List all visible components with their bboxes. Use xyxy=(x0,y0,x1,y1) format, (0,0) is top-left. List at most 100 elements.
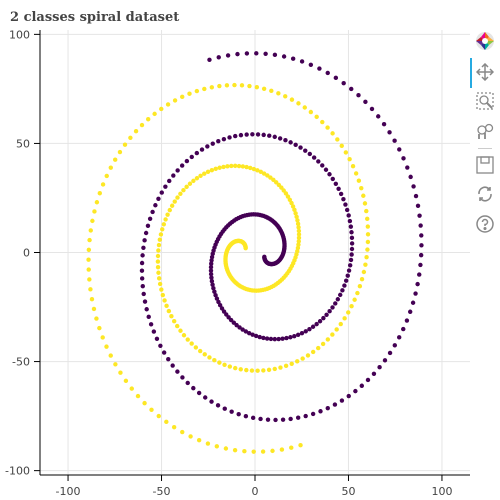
scatter-point xyxy=(210,282,215,287)
scatter-point xyxy=(343,150,349,155)
scatter-point xyxy=(163,217,168,222)
scatter-point xyxy=(181,188,186,193)
scatter-point xyxy=(314,321,319,327)
scatter-point xyxy=(239,83,245,88)
scatter-point xyxy=(362,201,368,206)
scatter-point xyxy=(405,165,410,170)
scatter-point xyxy=(324,312,329,317)
scatter-point xyxy=(418,262,423,268)
scatter-point xyxy=(175,369,180,374)
scatter-point xyxy=(387,350,393,356)
scatter-point xyxy=(155,253,161,259)
scatter-point xyxy=(353,171,359,176)
box-zoom-icon[interactable] xyxy=(474,90,496,112)
scatter-point xyxy=(104,173,109,179)
scatter-point xyxy=(325,70,330,76)
scatter-point xyxy=(158,232,164,237)
scatter-point xyxy=(139,260,145,266)
scatter-point xyxy=(205,169,211,175)
save-icon[interactable] xyxy=(474,154,496,176)
scatter-point xyxy=(335,297,341,302)
scatter-point xyxy=(346,310,351,315)
scatter-point xyxy=(325,405,330,411)
scatter-point xyxy=(92,209,97,214)
scatter-point xyxy=(227,135,232,140)
scatter-point xyxy=(157,281,163,287)
scatter-point xyxy=(141,245,146,251)
scatter-point xyxy=(363,99,368,105)
scatter-point xyxy=(162,298,167,303)
scatter-point xyxy=(167,178,172,184)
scatter-point xyxy=(180,94,185,100)
scatter-point xyxy=(320,119,325,125)
scatter-point xyxy=(232,82,237,88)
scatter-point xyxy=(419,233,424,238)
scatter-point xyxy=(214,444,220,449)
pan-icon[interactable] xyxy=(474,61,496,83)
scatter-point xyxy=(156,242,162,248)
scatter-point xyxy=(142,238,147,243)
scatter-point xyxy=(284,335,289,341)
scatter-point xyxy=(169,203,175,208)
scatter-point xyxy=(161,222,167,227)
scatter-point xyxy=(268,175,273,180)
scatter-point xyxy=(156,276,162,281)
reset-icon[interactable] xyxy=(474,183,496,205)
scatter-point xyxy=(189,154,194,160)
scatter-point xyxy=(117,149,123,155)
scatter-point xyxy=(215,403,221,408)
scatter-point xyxy=(316,159,321,164)
scatter-point xyxy=(193,345,199,350)
scatter-point xyxy=(289,445,294,450)
scatter-point xyxy=(411,184,416,189)
scatter-point xyxy=(361,193,366,198)
scatter-point xyxy=(264,336,270,341)
scatter-point xyxy=(311,155,317,160)
scatter-point xyxy=(225,53,231,58)
scatter-point xyxy=(349,235,355,241)
scatter-point xyxy=(320,341,326,347)
scatter-point xyxy=(261,86,267,91)
scatter-point xyxy=(122,142,128,147)
scatter-point xyxy=(341,196,346,202)
scatter-point xyxy=(237,325,242,330)
scatter-point xyxy=(251,449,256,454)
scatter-point xyxy=(288,416,293,422)
scatter-point xyxy=(216,139,221,144)
scatter-point xyxy=(296,228,302,234)
scatter-point xyxy=(418,252,424,258)
scatter-point xyxy=(283,363,289,369)
scatter-point xyxy=(307,151,313,157)
scatter-point xyxy=(277,136,283,141)
scatter-point xyxy=(147,216,153,221)
scatter-point xyxy=(229,409,234,414)
scatter-point xyxy=(159,106,164,112)
scatter-point xyxy=(299,59,305,64)
scatter-point xyxy=(250,415,256,421)
scatter-point xyxy=(236,163,242,169)
scatter-point xyxy=(209,258,214,263)
scatter-point xyxy=(221,164,226,170)
scatter-point xyxy=(172,98,178,103)
wheel-zoom-icon[interactable] xyxy=(474,120,496,142)
scatter-point xyxy=(142,299,148,304)
scatter-point xyxy=(392,138,397,143)
scatter-point xyxy=(212,289,217,294)
scatter-point xyxy=(161,350,167,355)
scatter-point xyxy=(408,309,413,314)
bokeh-logo-icon[interactable] xyxy=(474,30,496,52)
scatter-point xyxy=(202,171,207,176)
scatter-point xyxy=(338,191,344,197)
x-tick-label: 50 xyxy=(341,485,355,498)
chart-title: 2 classes spiral dataset xyxy=(10,10,180,25)
scatter-point xyxy=(321,315,326,321)
scatter-point xyxy=(133,129,139,134)
scatter-point xyxy=(179,163,185,168)
scatter-point xyxy=(325,337,331,342)
scatter-point xyxy=(261,132,266,138)
scatter-point xyxy=(208,264,214,270)
x-tick-label: 0 xyxy=(252,485,259,498)
help-icon[interactable] xyxy=(474,213,496,235)
data-points xyxy=(86,51,424,454)
